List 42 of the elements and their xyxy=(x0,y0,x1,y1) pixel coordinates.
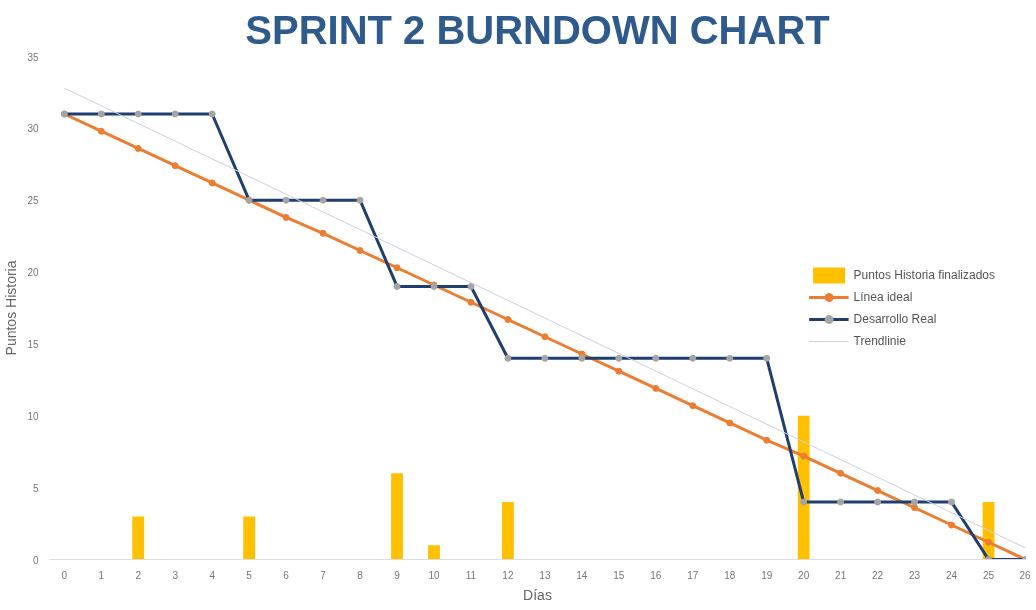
y-tick-label: 35 xyxy=(27,51,39,63)
chart-title: SPRINT 2 BURNDOWN CHART xyxy=(245,7,830,52)
legend-label: Línea ideal xyxy=(853,289,913,304)
x-tick-label: 8 xyxy=(357,569,364,581)
x-tick-label: 19 xyxy=(761,569,773,581)
x-tick-label: 12 xyxy=(502,569,514,581)
y-tick-label: 0 xyxy=(32,554,39,566)
x-tick-label: 7 xyxy=(320,569,327,581)
x-tick-label: 17 xyxy=(687,569,699,581)
x-tick-label: 15 xyxy=(613,569,625,581)
y-tick-label: 10 xyxy=(27,410,39,422)
x-tick-label: 18 xyxy=(724,569,736,581)
x-tick-label: 9 xyxy=(394,569,401,581)
x-tick-label: 1 xyxy=(98,569,105,581)
x-tick-label: 20 xyxy=(798,569,810,581)
x-tick-label: 2 xyxy=(135,569,142,581)
legend-label: Puntos Historia finalizados xyxy=(853,267,995,282)
x-tick-label: 22 xyxy=(872,569,884,581)
x-tick-label: 13 xyxy=(539,569,551,581)
x-axis-title: Días xyxy=(523,586,552,603)
y-tick-label: 5 xyxy=(32,482,39,494)
x-tick-label: 3 xyxy=(172,569,179,581)
legend-label: Trendlinie xyxy=(853,333,906,348)
x-tick-label: 4 xyxy=(209,569,216,581)
x-tick-label: 10 xyxy=(428,569,440,581)
x-tick-label: 5 xyxy=(246,569,253,581)
x-tick-label: 14 xyxy=(576,569,588,581)
y-tick-label: 15 xyxy=(27,338,39,350)
y-axis-title: Puntos Historia xyxy=(3,260,20,356)
x-tick-label: 11 xyxy=(465,569,477,581)
x-tick-label: 16 xyxy=(650,569,662,581)
x-tick-label: 0 xyxy=(61,569,68,581)
y-tick-label: 30 xyxy=(27,123,39,135)
y-tick-label: 25 xyxy=(27,195,39,207)
x-tick-label: 21 xyxy=(835,569,847,581)
y-tick-label: 20 xyxy=(27,267,39,279)
x-tick-label: 26 xyxy=(1019,569,1031,581)
x-tick-label: 25 xyxy=(982,569,995,581)
x-tick-label: 23 xyxy=(909,569,921,581)
x-tick-label: 24 xyxy=(946,569,958,581)
legend-label: Desarrollo Real xyxy=(853,311,937,326)
x-tick-label: 6 xyxy=(283,569,290,581)
